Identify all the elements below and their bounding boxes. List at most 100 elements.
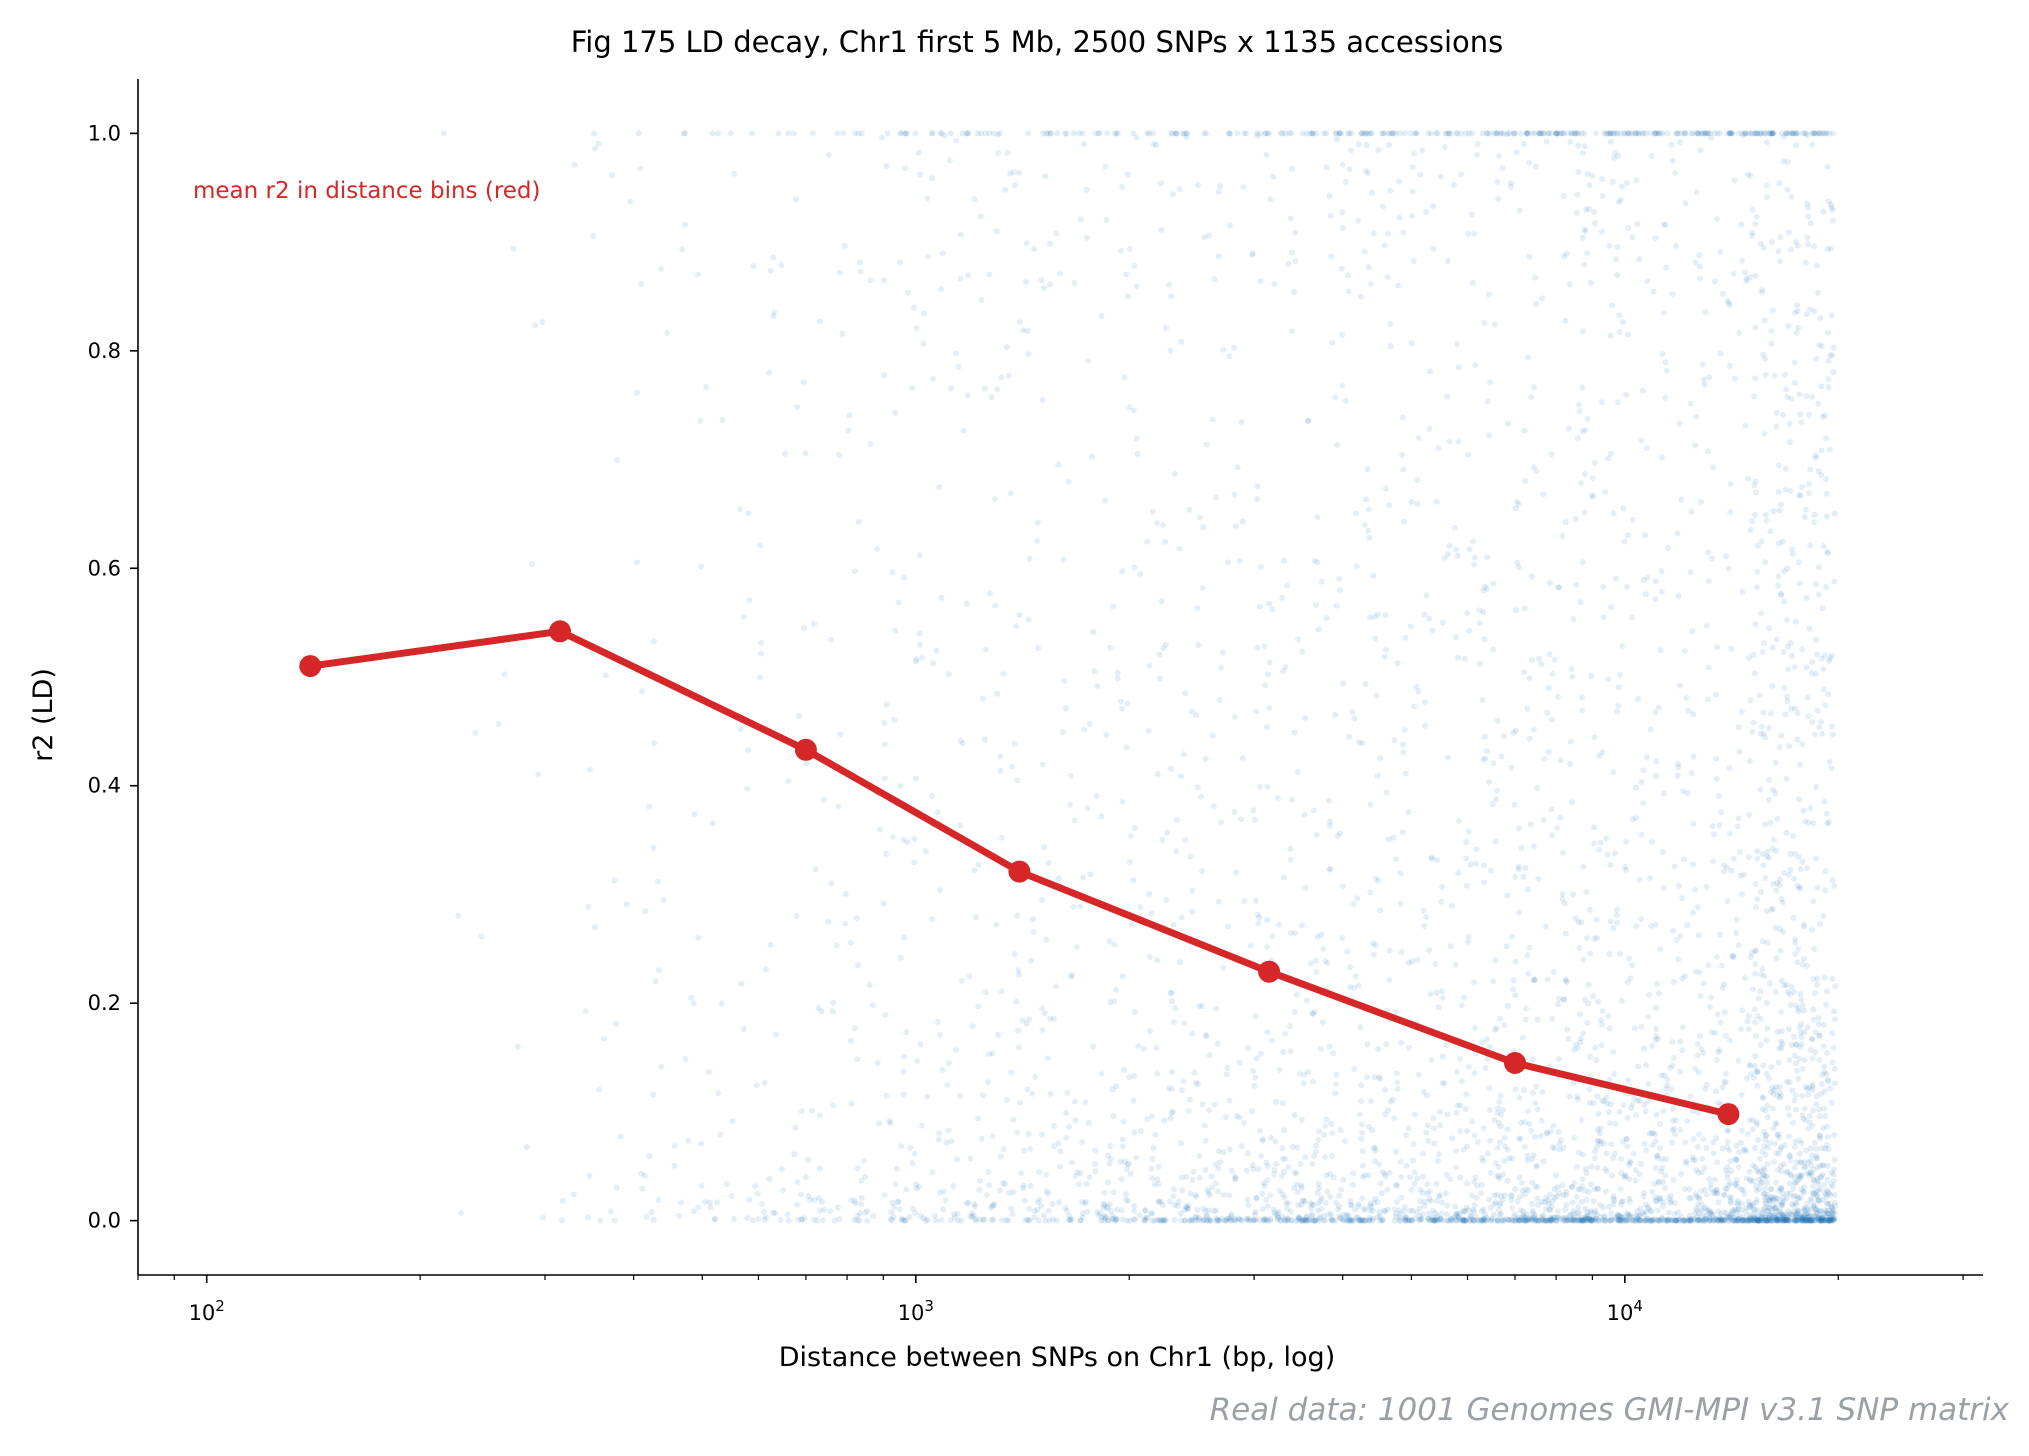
- scatter-point: [1799, 961, 1806, 968]
- scatter-point: [1795, 1207, 1801, 1214]
- scatter-point: [1023, 278, 1030, 285]
- scatter-point: [1542, 1217, 1549, 1224]
- scatter-point: [1275, 1215, 1282, 1221]
- scatter-point: [1512, 958, 1519, 965]
- scatter-point: [1810, 898, 1817, 905]
- scatter-point: [1493, 130, 1500, 137]
- scatter-point: [1342, 178, 1349, 185]
- scatter-point: [1359, 1217, 1366, 1224]
- scatter-point: [1053, 230, 1060, 237]
- scatter-point: [1560, 849, 1567, 856]
- scatter-point: [1305, 1217, 1312, 1224]
- scatter-point: [1821, 1189, 1828, 1196]
- scatter-point: [1793, 1060, 1799, 1067]
- scatter-point: [1439, 1080, 1446, 1087]
- scatter-point: [1827, 352, 1834, 359]
- scatter-point: [1068, 1216, 1075, 1223]
- scatter-point: [1350, 1170, 1357, 1177]
- scatter-point: [1752, 375, 1759, 382]
- scatter-point: [900, 1091, 907, 1098]
- scatter-point: [1757, 786, 1764, 793]
- scatter-point: [1584, 1217, 1590, 1224]
- scatter-point: [1443, 1042, 1450, 1048]
- scatter-point: [1275, 1208, 1282, 1215]
- scatter-point: [1259, 1190, 1266, 1197]
- scatter-point: [1314, 1189, 1321, 1196]
- scatter-point: [1816, 1032, 1823, 1039]
- scatter-point: [1668, 1217, 1675, 1223]
- scatter-point: [913, 325, 920, 332]
- scatter-point: [1739, 1007, 1746, 1014]
- scatter-point: [1214, 1040, 1221, 1047]
- scatter-point: [1110, 1113, 1117, 1120]
- scatter-point: [1742, 130, 1749, 137]
- scatter-point: [1132, 824, 1139, 831]
- scatter-point: [1455, 364, 1462, 371]
- scatter-point: [902, 1217, 909, 1224]
- scatter-point: [650, 1216, 657, 1223]
- scatter-point: [1792, 1139, 1799, 1146]
- scatter-point: [805, 1156, 812, 1163]
- scatter-point: [1739, 257, 1746, 264]
- scatter-point: [1808, 1206, 1815, 1213]
- scatter-point: [1787, 991, 1793, 998]
- scatter-point: [953, 1156, 960, 1163]
- scatter-point: [1564, 1216, 1571, 1223]
- scatter-point: [1102, 1214, 1109, 1220]
- scatter-point: [1520, 1214, 1527, 1221]
- scatter-point: [1810, 1202, 1817, 1209]
- scatter-point: [983, 1192, 990, 1199]
- scatter-point: [1695, 932, 1702, 939]
- scatter-point: [1815, 130, 1822, 137]
- scatter-point: [1773, 1084, 1780, 1091]
- scatter-point: [1796, 1055, 1803, 1062]
- scatter-point: [836, 269, 843, 276]
- scatter-point: [1291, 288, 1298, 295]
- scatter-point: [1685, 707, 1692, 714]
- scatter-point: [1623, 838, 1629, 845]
- scatter-point: [1433, 989, 1440, 996]
- scatter-point: [1698, 130, 1705, 137]
- scatter-point: [1775, 248, 1782, 255]
- scatter-point: [1635, 696, 1641, 702]
- scatter-point: [1807, 306, 1813, 313]
- scatter-point: [655, 1197, 662, 1203]
- scatter-point: [1435, 445, 1442, 452]
- scatter-point: [1068, 772, 1074, 779]
- scatter-point: [1411, 1169, 1418, 1176]
- scatter-point: [1687, 569, 1694, 576]
- scatter-point: [1301, 811, 1308, 818]
- scatter-point: [978, 296, 985, 303]
- scatter-point: [903, 130, 910, 137]
- scatter-point: [1192, 1214, 1199, 1221]
- scatter-point: [1026, 1016, 1033, 1023]
- scatter-point: [1215, 253, 1222, 260]
- scatter-point: [1627, 975, 1634, 982]
- scatter-point: [1206, 1216, 1213, 1223]
- scatter-point: [1623, 1216, 1630, 1223]
- scatter-point: [1649, 1217, 1656, 1224]
- scatter-point: [1593, 1144, 1600, 1150]
- scatter-point: [913, 1181, 919, 1188]
- scatter-point: [1752, 947, 1759, 954]
- scatter-point: [1363, 130, 1370, 137]
- scatter-point: [1590, 824, 1597, 831]
- scatter-point: [924, 1093, 931, 1100]
- scatter-point: [1236, 1215, 1242, 1222]
- scatter-point: [1636, 256, 1643, 263]
- scatter-point: [1597, 1140, 1604, 1147]
- scatter-point: [1582, 228, 1589, 235]
- scatter-point: [1310, 807, 1317, 814]
- scatter-point: [910, 304, 917, 311]
- scatter-point: [1724, 1144, 1731, 1151]
- scatter-point: [1438, 898, 1445, 905]
- scatter-point: [1766, 776, 1772, 783]
- scatter-point: [1563, 1201, 1570, 1208]
- scatter-point: [1517, 1119, 1524, 1126]
- scatter-point: [998, 834, 1005, 841]
- scatter-point: [1307, 960, 1314, 967]
- scatter-point: [837, 731, 844, 738]
- scatter-point: [1329, 339, 1336, 346]
- scatter-point: [440, 130, 447, 137]
- scatter-point: [1568, 130, 1575, 137]
